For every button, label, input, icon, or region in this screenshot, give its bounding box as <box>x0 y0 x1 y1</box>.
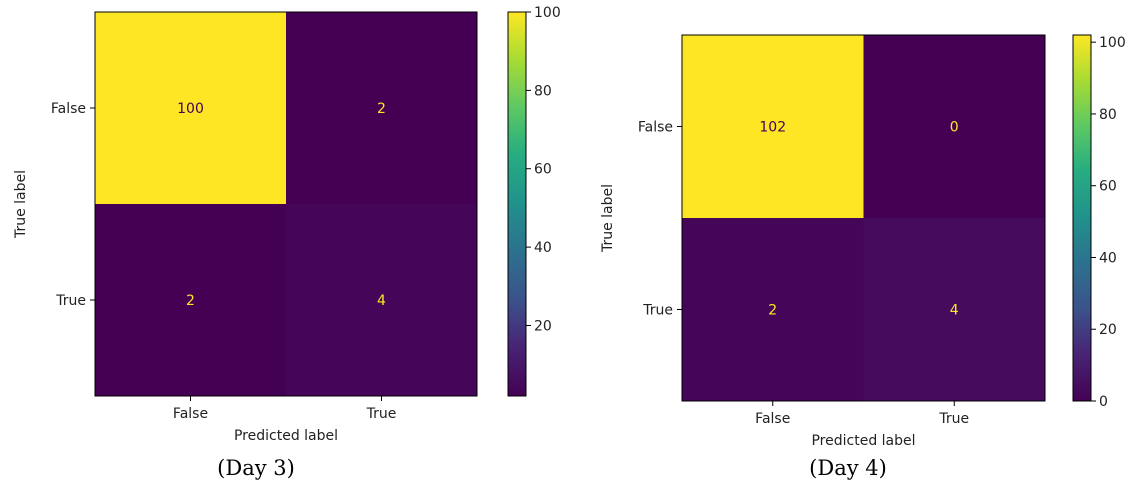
cell-value-r1-c1: 4 <box>950 303 959 319</box>
figure-caption: (Day 4) <box>809 456 887 480</box>
x-tick-label: False <box>755 411 790 427</box>
colorbar-tick-label: 60 <box>534 162 552 178</box>
y-tick-label: False <box>638 120 673 136</box>
y-tick-label: True <box>642 303 673 319</box>
plot-frame <box>94 11 478 397</box>
colorbar-tick-label: 20 <box>1099 322 1117 338</box>
matrix-cell-r0-c0 <box>682 35 864 219</box>
colorbar-tick-label: 40 <box>1099 250 1117 266</box>
cell-value-r0-c1: 0 <box>950 120 959 136</box>
colorbar-tick-label: 40 <box>534 240 552 256</box>
x-axis-title: Predicted label <box>811 433 915 449</box>
matrix-cell-r1-c0 <box>682 218 864 402</box>
matrix-cell-r0-c0 <box>95 12 287 205</box>
matrix-cell-r0-c1 <box>863 35 1046 219</box>
y-tick-label: True <box>55 293 86 309</box>
confusion-matrix-day3: 100 2 2 4 False True False True Predicted label T… <box>13 5 561 480</box>
colorbar-tick-label: 80 <box>1099 107 1117 123</box>
cell-value-r0-c1: 2 <box>377 101 386 117</box>
y-axis-title: True label <box>13 170 29 239</box>
x-tick-label: True <box>938 411 969 427</box>
cell-value-r0-c0: 102 <box>759 120 786 136</box>
cell-value-r1-c1: 4 <box>377 293 386 309</box>
x-axis-title: Predicted label <box>234 428 338 444</box>
cell-value-r0-c0: 100 <box>177 101 204 117</box>
matrix-cell-r0-c1 <box>286 12 478 205</box>
colorbar <box>507 11 527 397</box>
colorbar <box>1072 34 1092 402</box>
matrix-cell-r1-c0 <box>95 204 287 397</box>
matrix-cell-r1-c1 <box>286 204 478 397</box>
y-tick-label: False <box>51 101 86 117</box>
colorbar-tick-label: 80 <box>534 83 552 99</box>
colorbar-tick-label: 20 <box>534 318 552 334</box>
x-tick-label: False <box>173 406 208 422</box>
confusion-matrix-day4: 102 0 2 4 False True False True Predicted label T… <box>600 34 1126 480</box>
colorbar-tick-label: 100 <box>534 5 561 21</box>
colorbar-tick-label: 100 <box>1099 35 1126 51</box>
colorbar-tick-label: 60 <box>1099 179 1117 195</box>
colorbar-tick-label: 0 <box>1099 394 1108 410</box>
figure-caption: (Day 3) <box>217 456 295 480</box>
x-tick-label: True <box>366 406 397 422</box>
cell-value-r1-c0: 2 <box>186 293 195 309</box>
matrix-cell-r1-c1 <box>863 218 1046 402</box>
cell-value-r1-c0: 2 <box>768 303 777 319</box>
plot-frame <box>681 34 1046 402</box>
y-axis-title: True label <box>600 184 616 253</box>
